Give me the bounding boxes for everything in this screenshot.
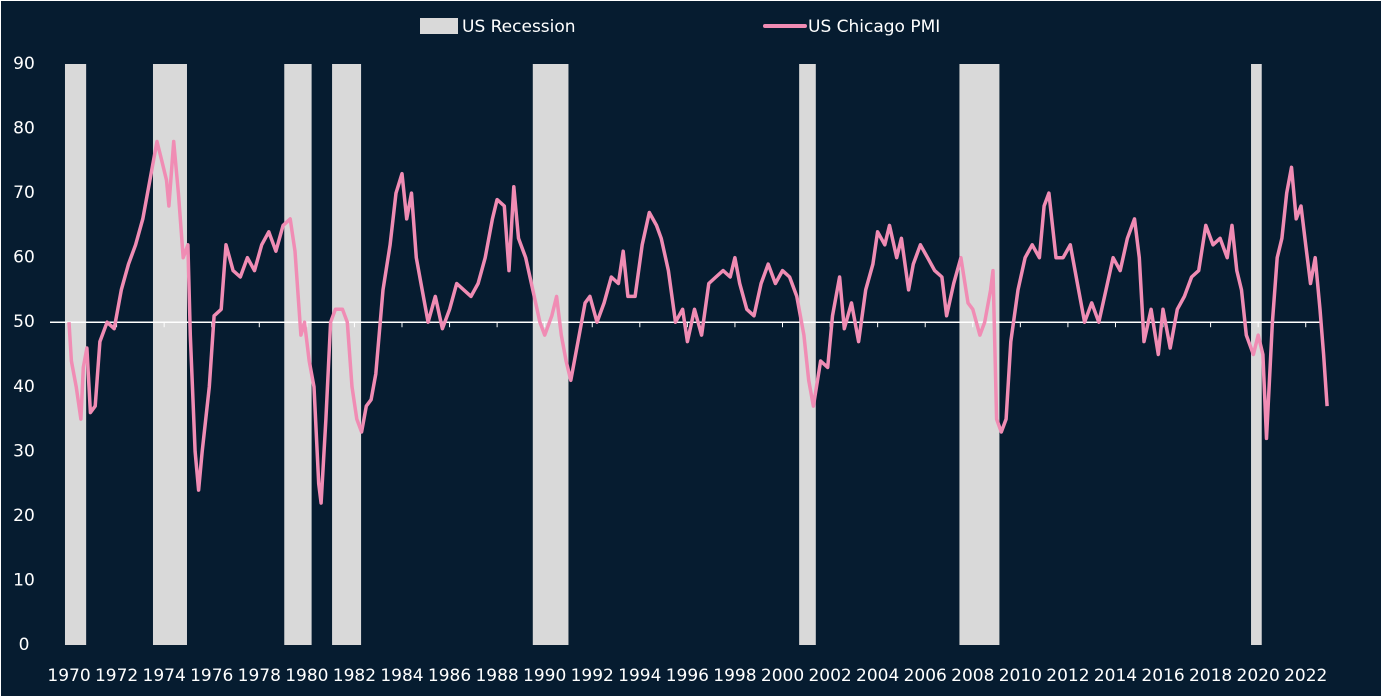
y-tick-label: 0: [19, 635, 30, 655]
y-tick-label: 60: [13, 248, 35, 268]
x-tick-label: 2020: [1237, 666, 1280, 686]
y-tick-label: 30: [13, 441, 35, 461]
x-tick-label: 2012: [1046, 666, 1089, 686]
pmi-line: [67, 139, 1329, 505]
legend-swatch: [420, 18, 458, 34]
x-tick-label: 1976: [190, 666, 233, 686]
y-tick-label: 80: [13, 119, 35, 139]
x-tick-label: 2002: [808, 666, 851, 686]
x-tick-label: 2004: [856, 666, 899, 686]
recession-band: [64, 64, 87, 645]
x-tick-label: 2008: [951, 666, 994, 686]
y-tick-label: 10: [13, 570, 35, 590]
x-tick-label: 1986: [428, 666, 471, 686]
x-tick-label: 1998: [713, 666, 756, 686]
y-tick-label: 70: [13, 183, 35, 203]
recession-band: [332, 64, 362, 645]
x-tick-label: 1996: [666, 666, 709, 686]
x-tick-label: 1994: [618, 666, 661, 686]
x-tick-label: 1982: [333, 666, 376, 686]
recession-band: [152, 64, 187, 645]
x-tick-label: 2022: [1284, 666, 1327, 686]
x-tick-label: 2016: [1141, 666, 1184, 686]
recession-band: [959, 64, 1000, 645]
x-tick-label: 1972: [95, 666, 138, 686]
x-tick-label: 1974: [143, 666, 186, 686]
x-tick-label: 1970: [47, 666, 90, 686]
x-tick-label: 2010: [999, 666, 1042, 686]
y-tick-label: 40: [13, 377, 35, 397]
x-tick-label: 1978: [238, 666, 281, 686]
x-tick-label: 1984: [380, 666, 423, 686]
x-tick-label: 1992: [571, 666, 614, 686]
x-tick-label: 2006: [904, 666, 947, 686]
x-tick-label: 1990: [523, 666, 566, 686]
legend-label: US Chicago PMI: [808, 17, 940, 37]
y-tick-label: 90: [13, 54, 35, 74]
x-tick-label: 1988: [475, 666, 518, 686]
x-tick-label: 2014: [1094, 666, 1137, 686]
recession-band: [532, 64, 569, 645]
y-tick-label: 20: [13, 506, 35, 526]
legend: US Recession US Chicago PMI: [420, 17, 940, 37]
x-tick-label: 2000: [761, 666, 804, 686]
legend-label: US Recession: [462, 17, 576, 37]
y-tick-label: 50: [13, 312, 35, 332]
x-tick-label: 2018: [1189, 666, 1232, 686]
lines: [67, 139, 1329, 505]
x-tick-label: 1980: [285, 666, 328, 686]
recession-band: [1251, 64, 1262, 645]
